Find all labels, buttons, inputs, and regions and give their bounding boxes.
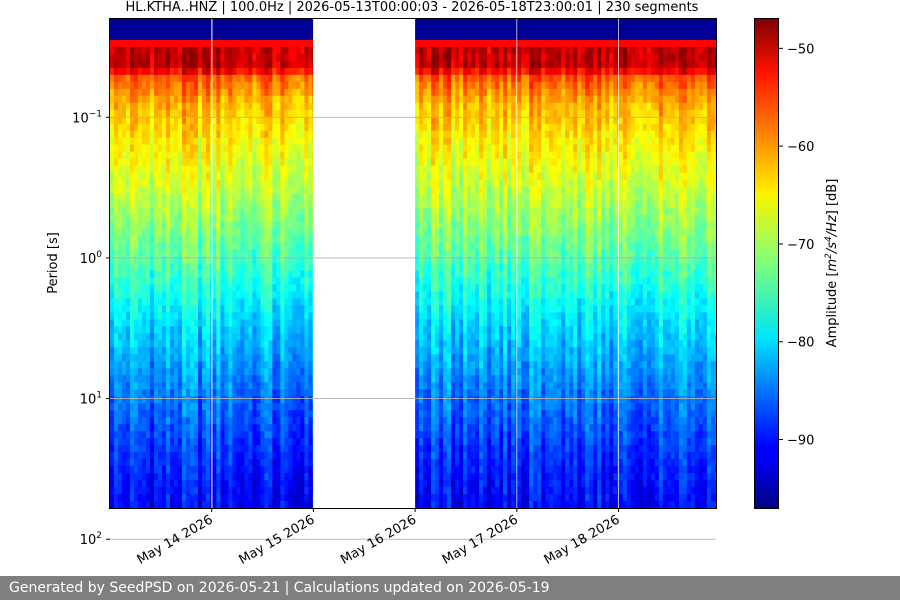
y-tick-label: 100	[80, 250, 103, 267]
x-tick-label: May 14 2026	[135, 512, 216, 567]
y-tick-label: 102	[80, 531, 102, 548]
colorbar-tick-label: −90	[787, 434, 814, 449]
x-tick-label: May 18 2026	[542, 512, 623, 567]
psd-spectrogram-chart: HL.KTHA..HNZ | 100.0Hz | 2026-05-13T00:0…	[46, 0, 840, 568]
colorbar-tick-label: −50	[787, 42, 814, 57]
y-axis-label: Period [s]	[46, 232, 61, 294]
y-gridlines	[110, 116, 716, 540]
footer-bar: Generated by SeedPSD on 2026-05-21 | Cal…	[0, 576, 900, 600]
colorbar	[754, 18, 779, 509]
y-tick-label: 10−1	[72, 109, 102, 126]
x-tick-label: May 16 2026	[338, 512, 419, 567]
chart-title: HL.KTHA..HNZ | 100.0Hz | 2026-05-13T00:0…	[126, 0, 699, 15]
plot-frame	[109, 18, 717, 509]
footer-text: Generated by SeedPSD on 2026-05-21 | Cal…	[9, 580, 550, 596]
colorbar-tick-label: −70	[787, 238, 814, 253]
x-tick-label: May 17 2026	[440, 512, 521, 567]
y-axis: 10−1 100 101 102	[72, 109, 110, 548]
spectrogram-area	[110, 19, 717, 509]
colorbar-label: Amplitude [m2/s4/Hz] [dB]	[824, 179, 840, 348]
y-tick-label: 101	[80, 391, 102, 408]
x-tick-label: May 15 2026	[236, 512, 317, 567]
colorbar-tick-label: −60	[787, 140, 814, 155]
x-axis: May 14 2026 May 15 2026 May 16 2026 May 17 …	[135, 508, 623, 568]
colorbar-tick-label: −80	[787, 336, 814, 351]
colorbar-ticks: −50 −60 −70 −80 −90	[779, 42, 814, 449]
